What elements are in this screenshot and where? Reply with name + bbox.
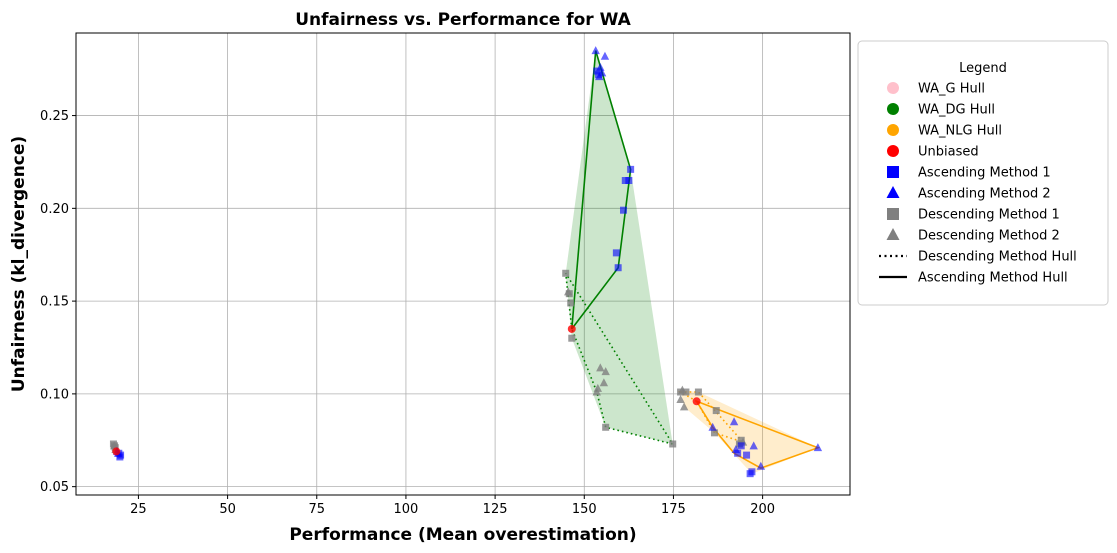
wa-nlg-ascending-method-2-point [731, 445, 741, 454]
wa-nlg-descending-method-1-point [712, 407, 720, 415]
wa-nlg-ascending-method-1-point [743, 451, 751, 459]
legend-wa-dg-hull-marker [887, 103, 899, 115]
wa-nlg-ascending-method-2-point [729, 417, 739, 426]
legend-wa-nlg-hull-marker [887, 124, 899, 136]
wa-dg-ascending-method-1-point [621, 177, 629, 185]
x-tick-label: 50 [219, 502, 236, 517]
wa-g-unbiased-point [112, 447, 121, 456]
wa-dg-ascending-method-2-point [596, 62, 605, 71]
wa-dg-descending-method-1-point [562, 269, 570, 277]
wa-nlg-ascending-hull [695, 400, 821, 469]
legend-ascending-method-hull-label: Ascending Method Hull [918, 271, 1068, 286]
wa-dg-descending-method-2-point [599, 378, 609, 387]
wa-nlg-ascending-method-2-point [708, 422, 717, 431]
wa-dg-descending-method-2-point [596, 363, 605, 372]
wa-dg-descending-method-2-point [592, 387, 601, 396]
hull-fills [113, 50, 818, 474]
wa-dg-ascending-method-1-point [593, 67, 601, 75]
wa-nlg-unbiased-point [692, 397, 701, 406]
wa-dg-descending-method-1-point [602, 423, 610, 431]
wa-nlg-ascending-method-1-point [734, 449, 742, 457]
wa-nlg-ascending-method-2-point [749, 441, 758, 450]
wa-nlg-ascending-method-2-point [813, 443, 823, 452]
wa-nlg-ascending-method-2-point [756, 461, 766, 470]
y-tick-label: 0.20 [40, 202, 69, 217]
wa-nlg-descending-method-2-point [678, 385, 687, 394]
legend-descending-method-1-label: Descending Method 1 [918, 208, 1060, 223]
legend-unbiased-marker [887, 145, 899, 157]
legend-frame [857, 40, 1109, 306]
legend-descending-method-1-marker [887, 208, 899, 220]
x-tick-label: 25 [130, 502, 147, 517]
x-tick-label: 150 [572, 502, 597, 517]
legend-ascending-method-2-label: Ascending Method 2 [918, 187, 1051, 202]
wa-dg-descending-method-1-point [568, 334, 576, 342]
wa-dg-descending-method-2-point [601, 367, 610, 376]
x-axis-label: Performance (Mean overestimation) [289, 525, 636, 545]
y-axis-label: Unfairness (kl_divergence) [9, 136, 29, 392]
data-points [109, 46, 823, 478]
wa-nlg-ascending-method-1-point [737, 442, 745, 450]
legend-unbiased-label: Unbiased [918, 145, 979, 160]
x-tick-label: 100 [394, 502, 419, 517]
wa-dg-descending-method-1-point [567, 299, 575, 307]
wa-dg-ascending-method-1-point [614, 264, 622, 272]
legend-descending-method-2-marker [886, 228, 900, 240]
wa-dg-ascending-method-2-point [591, 46, 600, 55]
wa-dg-descending-method-1-point [669, 440, 677, 448]
y-tick-label: 0.05 [40, 480, 69, 495]
y-tick-label: 0.15 [40, 295, 69, 310]
legend-title: Legend [959, 61, 1007, 76]
wa-nlg-descending-method-1-point [737, 436, 745, 444]
plot-area-frame [75, 32, 851, 496]
y-tick-label: 0.25 [40, 109, 69, 124]
legend-entries: WA_G Hull WA_DG Hull WA_NLG Hull Unbiased As… [879, 82, 1077, 286]
y-tick-label: 0.10 [40, 387, 69, 402]
wa-dg-ascending-method-1-point [620, 206, 628, 214]
legend-wa-g-hull-marker [887, 82, 899, 94]
wa-dg-ascending-method-2-point [600, 51, 610, 60]
grid [76, 33, 850, 495]
x-tick-label: 200 [750, 502, 775, 517]
x-tick-label: 175 [661, 502, 686, 517]
x-tick-label: 75 [308, 502, 325, 517]
wa-dg-ascending-method-2-point [595, 72, 604, 81]
wa-dg-ascending-method-1-point [625, 177, 633, 185]
legend: Legend WA_G Hull WA_DG Hull WA_NLG Hull Unb… [857, 40, 1109, 306]
wa-dg-unbiased-point [567, 324, 576, 333]
legend-descending-method-hull-label: Descending Method Hull [918, 250, 1077, 265]
wa-nlg-descending-method-1-point [710, 429, 718, 437]
wa-nlg-descending-method-2-point [676, 394, 685, 403]
legend-ascending-method-1-marker [887, 166, 899, 178]
wa-nlg-descending-method-1-point [694, 388, 702, 396]
chart-title: Unfairness vs. Performance for WA [295, 10, 631, 30]
wa-nlg-descending-method-1-point [682, 388, 690, 396]
wa-dg-descending-method-2-point [564, 287, 573, 296]
legend-ascending-method-2-marker [886, 186, 900, 198]
legend-wa-g-hull-label: WA_G Hull [918, 82, 985, 97]
wa-dg-descending-hull [564, 272, 675, 446]
legend-ascending-method-1-label: Ascending Method 1 [918, 166, 1051, 181]
x-tick-label: 125 [483, 502, 508, 517]
wa-nlg-descending-method-2-point [679, 402, 689, 411]
ticks: 25 50 75 100 125 150 175 200 0.05 0.10 0.15 0.20 0.2… [40, 109, 775, 517]
wa-dg-hull-fill [565, 50, 673, 444]
legend-wa-nlg-hull-label: WA_NLG Hull [918, 124, 1002, 139]
legend-wa-dg-hull-label: WA_DG Hull [918, 103, 995, 118]
wa-dg-ascending-method-1-point [612, 249, 620, 257]
legend-descending-method-2-label: Descending Method 2 [918, 229, 1060, 244]
wa-dg-ascending-method-1-point [627, 165, 635, 173]
wa-nlg-ascending-method-1-point [746, 470, 754, 478]
wa-g-ascending-method-1-point [116, 453, 124, 461]
